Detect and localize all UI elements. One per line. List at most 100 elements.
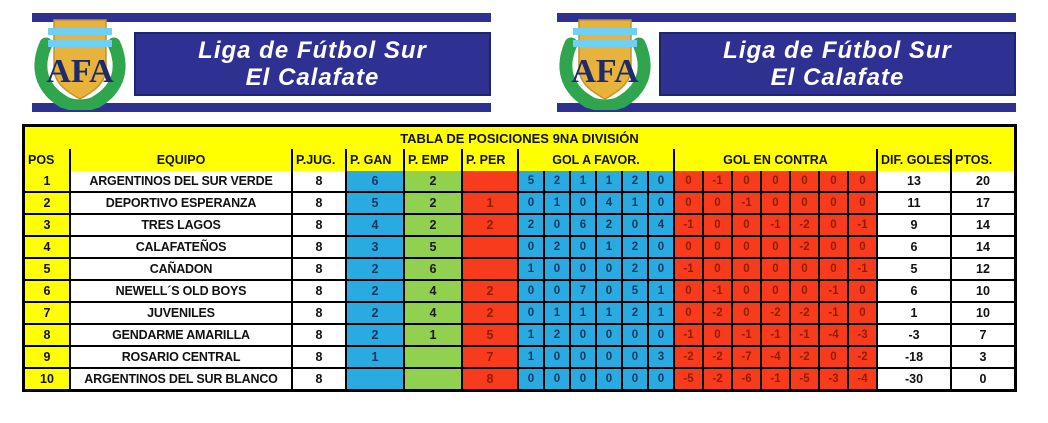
- goals-for-cell: 1: [545, 303, 569, 323]
- pos-cell: 7: [25, 303, 69, 323]
- goal-diff-cell: 6: [878, 237, 950, 257]
- goals-for-cell: 0: [571, 347, 595, 367]
- goals-for-cell: 2: [623, 237, 647, 257]
- goals-against-cell: 0: [849, 281, 876, 301]
- team-name-cell: NEWELL´S OLD BOYS: [71, 281, 291, 301]
- points-cell: 20: [952, 171, 1014, 191]
- goals-against-cell: -2: [791, 237, 818, 257]
- points-cell: 14: [952, 215, 1014, 235]
- pos-cell: 10: [25, 369, 69, 389]
- league-banner: Liga de Fútbol Sur El Calafate: [134, 32, 491, 96]
- goals-against-cell: 0: [733, 281, 760, 301]
- played-cell: 8: [293, 237, 345, 257]
- team-name-cell: ROSARIO CENTRAL: [71, 347, 291, 367]
- goals-for-cell: 1: [519, 259, 543, 279]
- goals-against-cell: 0: [675, 193, 702, 213]
- goals-for-cell: 1: [649, 303, 673, 323]
- goals-for-cell: 0: [519, 281, 543, 301]
- goals-for-cell: 2: [597, 215, 621, 235]
- goals-for-cell: 2: [623, 171, 647, 191]
- pos-cell: 4: [25, 237, 69, 257]
- goals-for-cell: 0: [623, 215, 647, 235]
- header-pjug: P.JUG.: [293, 149, 345, 171]
- goals-for-cell: 0: [649, 325, 673, 345]
- goals-against-cell: -1: [762, 215, 789, 235]
- won-cell: 1: [347, 347, 403, 367]
- goals-against-cell: 0: [675, 281, 702, 301]
- goals-for-cell: 0: [545, 369, 569, 389]
- played-cell: 8: [293, 369, 345, 389]
- goals-against-cell: 0: [675, 237, 702, 257]
- goals-against-cell: -1: [675, 259, 702, 279]
- goals-for-cell: 7: [571, 281, 595, 301]
- table-title: TABLA DE POSICIONES 9NA DIVISIÓN: [25, 127, 1014, 149]
- goals-against-cell: 0: [849, 303, 876, 323]
- goals-for-cell: 0: [571, 259, 595, 279]
- lost-cell: 1: [463, 193, 517, 213]
- goals-for-cell: 0: [571, 369, 595, 389]
- goals-against-cell: -1: [704, 281, 731, 301]
- goal-diff-cell: 6: [878, 281, 950, 301]
- header-ptos: PTOS.: [952, 149, 1014, 171]
- goals-against-cell: -2: [704, 369, 731, 389]
- goals-against-cell: 0: [704, 237, 731, 257]
- goals-against-cell: 0: [791, 171, 818, 191]
- goal-diff-cell: -18: [878, 347, 950, 367]
- goals-for-cell: 1: [597, 303, 621, 323]
- won-cell: 5: [347, 193, 403, 213]
- goals-against-cell: 0: [733, 237, 760, 257]
- played-cell: 8: [293, 259, 345, 279]
- goals-against-cell: -2: [675, 347, 702, 367]
- goals-for-cell: 0: [649, 193, 673, 213]
- goals-for-cell: 1: [623, 193, 647, 213]
- header-dif: DIF. GOLES: [878, 149, 950, 171]
- goals-against-cell: -1: [791, 325, 818, 345]
- goal-diff-cell: 11: [878, 193, 950, 213]
- header-bottom-bar: [32, 103, 491, 112]
- league-title-line1: Liga de Fútbol Sur: [723, 37, 952, 64]
- league-header-row: Liga de Fútbol Sur El Calafate AFA Liga …: [0, 0, 1048, 116]
- goals-against-cell: 0: [849, 193, 876, 213]
- won-cell: 2: [347, 303, 403, 323]
- goals-against-cell: 0: [733, 303, 760, 323]
- goals-against-cell: -1: [675, 325, 702, 345]
- goals-against-cell: 0: [791, 259, 818, 279]
- goals-for-cell: 0: [545, 215, 569, 235]
- won-cell: 3: [347, 237, 403, 257]
- pos-cell: 9: [25, 347, 69, 367]
- goals-against-cell: 0: [733, 171, 760, 191]
- goals-against-cell: 0: [704, 193, 731, 213]
- goals-against-cell: -6: [733, 369, 760, 389]
- goals-against-cell: 0: [820, 171, 847, 191]
- goals-against-cell: -1: [820, 281, 847, 301]
- goals-for-cell: 1: [649, 281, 673, 301]
- goals-against-cell: -1: [849, 259, 876, 279]
- team-name-cell: GENDARME AMARILLA: [71, 325, 291, 345]
- league-logo-block-left: Liga de Fútbol Sur El Calafate AFA: [22, 10, 497, 116]
- goals-for-cell: 0: [545, 281, 569, 301]
- goals-for-cell: 5: [519, 171, 543, 191]
- goals-against-cell: -1: [704, 171, 731, 191]
- goals-for-cell: 0: [519, 237, 543, 257]
- goals-for-cell: 1: [519, 325, 543, 345]
- team-name-cell: ARGENTINOS DEL SUR VERDE: [71, 171, 291, 191]
- played-cell: 8: [293, 193, 345, 213]
- goals-for-cell: 4: [649, 215, 673, 235]
- goals-against-cell: 0: [704, 259, 731, 279]
- draw-cell: [405, 347, 461, 367]
- played-cell: 8: [293, 347, 345, 367]
- goals-against-cell: -1: [849, 215, 876, 235]
- points-cell: 14: [952, 237, 1014, 257]
- goals-against-cell: 0: [704, 325, 731, 345]
- goals-against-cell: -2: [849, 347, 876, 367]
- header-pgan: P. GAN: [347, 149, 403, 171]
- lost-cell: 8: [463, 369, 517, 389]
- league-title-line2: El Calafate: [770, 64, 905, 91]
- pos-cell: 1: [25, 171, 69, 191]
- goals-against-cell: 0: [762, 171, 789, 191]
- header-goals-against: GOL EN CONTRA: [675, 149, 876, 171]
- goals-for-cell: 0: [623, 369, 647, 389]
- pos-cell: 5: [25, 259, 69, 279]
- header-pemp: P. EMP: [405, 149, 461, 171]
